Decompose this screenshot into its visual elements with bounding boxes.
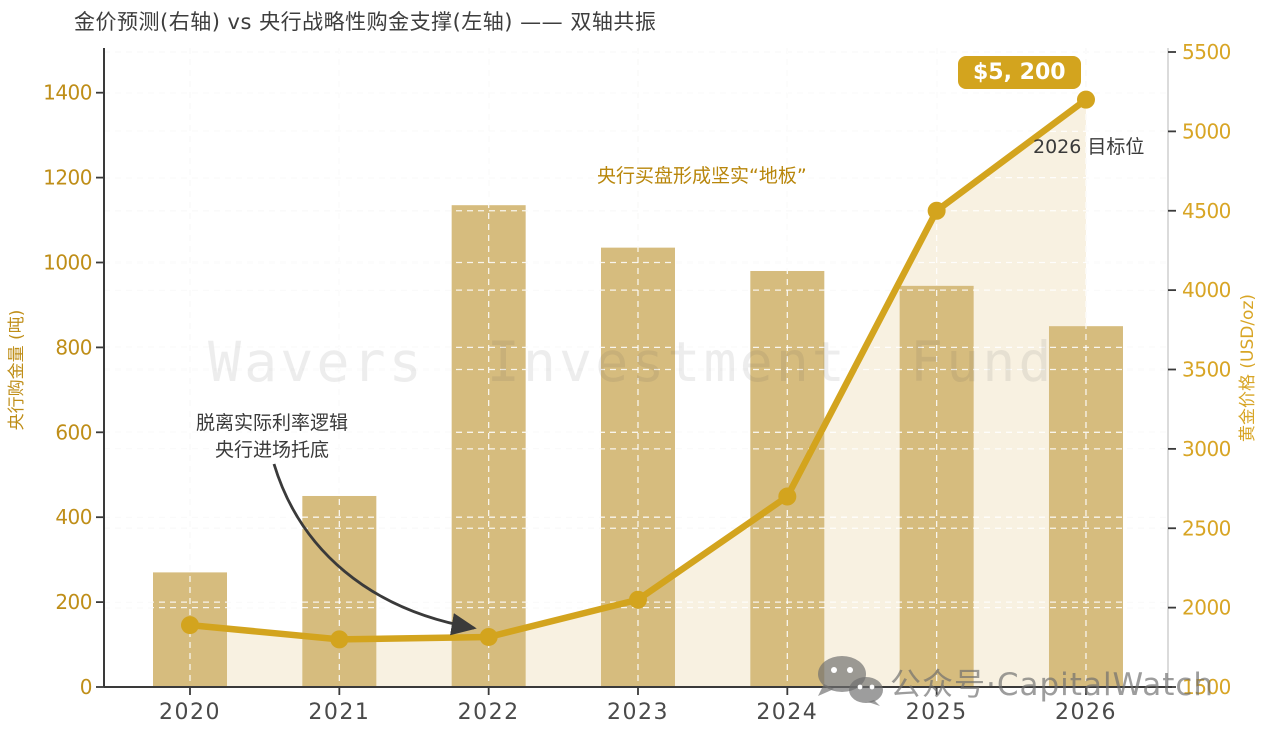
y-left-tick-label: 400 bbox=[55, 505, 92, 529]
y-right-tick-label: 4000 bbox=[1182, 278, 1231, 302]
annotation-arrow bbox=[272, 463, 477, 636]
y-right-tick-label: 5000 bbox=[1182, 119, 1231, 143]
y-right-tick-label: 3500 bbox=[1182, 358, 1231, 382]
credit-text: 公众号·CapitalWatch bbox=[890, 667, 1215, 703]
x-tick-label: 2022 bbox=[458, 700, 520, 725]
x-tick-label: 2023 bbox=[607, 700, 669, 725]
price-marker-2021 bbox=[330, 630, 349, 649]
x-tick-label: 2020 bbox=[159, 700, 221, 725]
price-marker-2025 bbox=[927, 201, 946, 220]
right-axis-title: 黄金价格 (USD/oz) bbox=[1238, 293, 1258, 443]
price-marker-2024 bbox=[778, 487, 797, 506]
price-target-badge: $5, 200 bbox=[958, 56, 1081, 89]
y-left-tick-label: 600 bbox=[55, 420, 92, 444]
price-marker-2023 bbox=[628, 590, 647, 609]
price-marker-2026 bbox=[1076, 90, 1095, 109]
y-right-tick-label: 2500 bbox=[1182, 516, 1231, 540]
x-tick-label: 2026 bbox=[1055, 700, 1117, 725]
price-marker-2020 bbox=[181, 616, 199, 635]
price-marker-2022 bbox=[479, 627, 498, 646]
y-left-tick-label: 200 bbox=[55, 590, 92, 614]
x-tick-label: 2021 bbox=[308, 700, 370, 725]
credit: 公众号·CapitalWatch bbox=[812, 654, 1214, 706]
y-right-tick-label: 4500 bbox=[1182, 199, 1231, 223]
left-axis-title: 央行购金量 (吨) bbox=[7, 309, 27, 431]
y-left-tick-label: 1000 bbox=[43, 251, 92, 275]
y-right-tick-label: 5500 bbox=[1182, 40, 1231, 64]
price-area-fill bbox=[190, 99, 1086, 687]
price-target-label: 2026 目标位 bbox=[1033, 136, 1145, 158]
y-left-tick-label: 800 bbox=[55, 335, 92, 359]
wechat-icon bbox=[818, 656, 883, 706]
chart-title: 金价预测(右轴) vs 央行战略性购金支撑(左轴) —— 双轴共振 bbox=[74, 10, 657, 34]
annotation-floor-note: 央行买盘形成坚实“地板” bbox=[597, 165, 807, 187]
x-tick-label: 2025 bbox=[906, 700, 968, 725]
axis-ticks bbox=[96, 51, 1176, 695]
watermark-text: Wavers Investment Fund bbox=[208, 330, 1055, 394]
y-left-tick-label: 0 bbox=[80, 675, 92, 699]
y-right-tick-label: 3000 bbox=[1182, 437, 1231, 461]
annotation-rate-note: 脱离实际利率逻辑 央行进场托底 bbox=[195, 412, 348, 461]
x-tick-label: 2024 bbox=[756, 700, 818, 725]
bar-2026 bbox=[1048, 326, 1123, 687]
y-left-tick-label: 1400 bbox=[43, 81, 92, 105]
y-right-tick-label: 1500 bbox=[1182, 675, 1231, 699]
y-right-tick-label: 2000 bbox=[1182, 596, 1231, 620]
y-left-tick-label: 1200 bbox=[43, 166, 92, 190]
